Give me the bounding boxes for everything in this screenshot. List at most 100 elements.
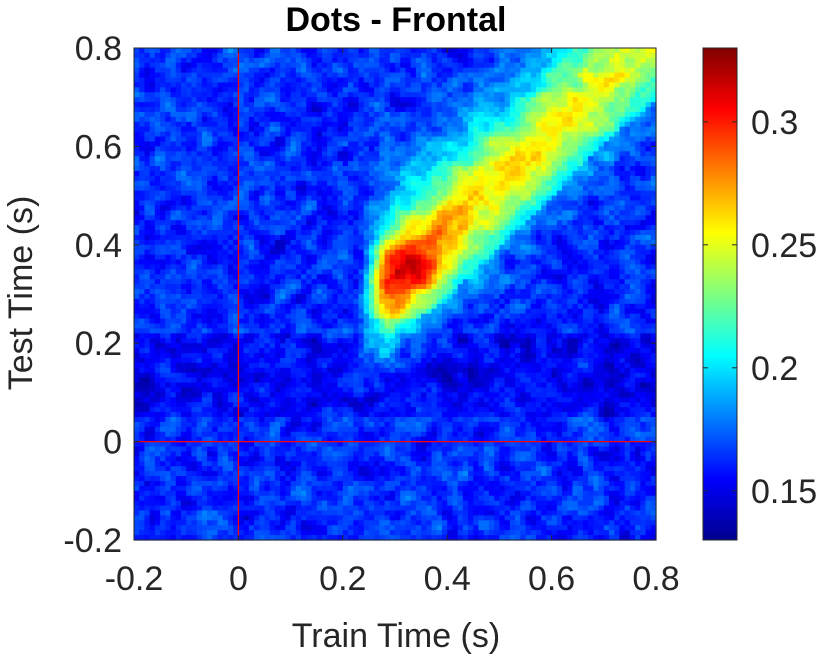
heatmap-cell: [468, 185, 474, 192]
heatmap-cell: [395, 230, 401, 236]
heatmap-cell: [379, 67, 386, 74]
heatmap-cell: [525, 67, 532, 74]
heatmap-cell: [358, 289, 365, 295]
heatmap-cell: [452, 195, 459, 202]
heatmap-cell: [614, 249, 621, 256]
heatmap-cell: [201, 210, 208, 216]
heatmap-cell: [452, 131, 459, 138]
heatmap-cell: [546, 215, 553, 221]
heatmap-cell: [165, 234, 172, 241]
heatmap-cell: [374, 249, 380, 256]
heatmap-cell: [588, 97, 594, 103]
heatmap-cell: [144, 131, 151, 138]
heatmap-cell: [332, 195, 339, 202]
heatmap-cell: [494, 254, 500, 261]
heatmap-cell: [139, 284, 146, 290]
heatmap-cell: [530, 234, 537, 241]
heatmap-cell: [609, 249, 615, 256]
heatmap-cell: [280, 269, 286, 275]
heatmap-cell: [598, 72, 605, 79]
heatmap-cell: [269, 205, 276, 211]
heatmap-cell: [572, 57, 579, 64]
heatmap-cell: [337, 279, 344, 285]
heatmap-cell: [285, 161, 292, 167]
heatmap-cell: [295, 254, 302, 261]
heatmap-cell: [180, 141, 187, 147]
heatmap-cell: [551, 116, 558, 123]
heatmap-cell: [577, 269, 584, 275]
heatmap-cell: [259, 195, 266, 202]
heatmap-cell: [154, 200, 161, 207]
heatmap-cell: [635, 284, 641, 290]
heatmap-cell: [233, 185, 239, 192]
heatmap-cell: [227, 264, 234, 270]
heatmap-cell: [556, 111, 563, 118]
heatmap-cell: [530, 77, 537, 84]
heatmap-cell: [233, 52, 239, 59]
heatmap-cell: [645, 234, 652, 241]
heatmap-cell: [483, 121, 490, 128]
heatmap-cell: [520, 279, 527, 285]
heatmap-cell: [342, 190, 349, 197]
heatmap-cell: [139, 102, 146, 108]
heatmap-cell: [144, 175, 151, 182]
heatmap-cell: [363, 249, 370, 256]
heatmap-cell: [499, 72, 506, 79]
heatmap-cell: [562, 87, 568, 93]
heatmap-cell: [222, 97, 229, 103]
heatmap-cell: [614, 289, 621, 295]
heatmap-cell: [353, 87, 360, 93]
heatmap-cell: [259, 264, 266, 270]
heatmap-cell: [374, 234, 380, 241]
heatmap-cell: [395, 205, 401, 211]
heatmap-cell: [295, 87, 302, 93]
heatmap-cell: [389, 102, 396, 108]
heatmap-cell: [248, 126, 255, 133]
heatmap-cell: [259, 254, 266, 261]
heatmap-cell: [311, 107, 318, 113]
heatmap-cell: [285, 195, 292, 202]
heatmap-cell: [577, 254, 584, 261]
heatmap-cell: [363, 279, 370, 285]
heatmap-cell: [530, 67, 537, 74]
heatmap-cell: [295, 166, 302, 172]
heatmap-cell: [624, 185, 631, 192]
heatmap-cell: [582, 215, 589, 221]
heatmap-cell: [530, 156, 537, 162]
heatmap-cell: [572, 234, 579, 241]
heatmap-cell: [327, 116, 333, 123]
heatmap-cell: [640, 225, 647, 231]
heatmap-cell: [149, 156, 156, 162]
heatmap-cell: [217, 121, 224, 128]
heatmap-cell: [233, 171, 239, 177]
heatmap-cell: [285, 269, 292, 275]
heatmap-cell: [165, 92, 172, 98]
heatmap-cell: [342, 234, 349, 241]
heatmap-cell: [144, 279, 151, 285]
heatmap-cell: [259, 82, 266, 88]
heatmap-cell: [509, 92, 516, 98]
heatmap-cell: [462, 269, 469, 275]
heatmap-cell: [478, 175, 485, 182]
heatmap-cell: [421, 52, 427, 59]
heatmap-cell: [494, 249, 500, 256]
heatmap-cell: [227, 289, 234, 295]
heatmap-cell: [227, 200, 234, 207]
heatmap-cell: [468, 131, 474, 138]
heatmap-cell: [395, 87, 401, 93]
heatmap-cell: [441, 62, 448, 69]
heatmap-cell: [154, 141, 161, 147]
heatmap-cell: [567, 185, 574, 192]
heatmap-cell: [488, 180, 495, 187]
heatmap-cell: [598, 166, 605, 172]
heatmap-cell: [624, 274, 631, 280]
heatmap-cell: [154, 254, 161, 261]
heatmap-cell: [233, 166, 239, 172]
heatmap-cell: [389, 116, 396, 123]
heatmap-cell: [457, 67, 464, 74]
heatmap-cell: [395, 48, 401, 54]
heatmap-cell: [478, 131, 485, 138]
heatmap-cell: [379, 62, 386, 69]
heatmap-cell: [619, 274, 626, 280]
heatmap-cell: [645, 97, 652, 103]
